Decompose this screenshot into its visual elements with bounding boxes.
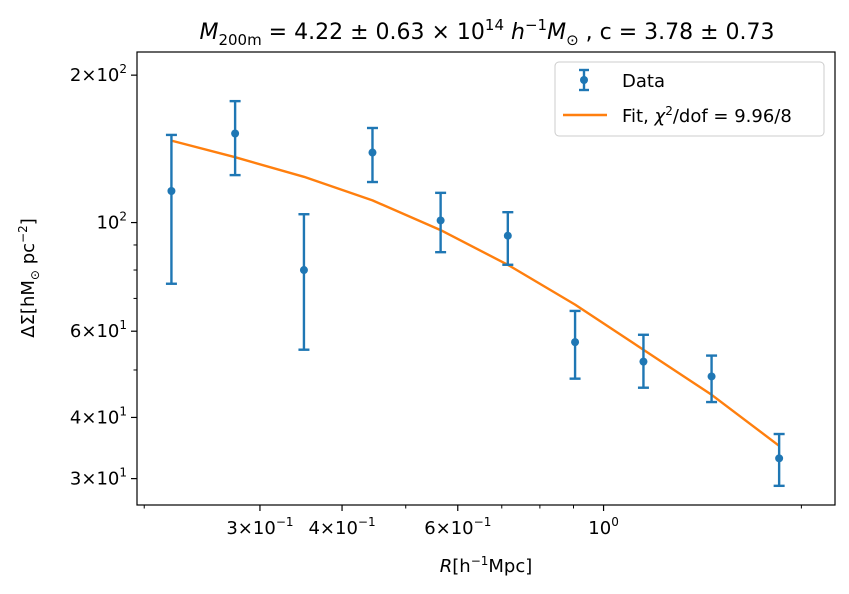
legend-data-label: Data [622,71,665,92]
fit-line [171,139,780,447]
data-point [165,133,177,285]
x-tick-exponent: −1 [358,515,376,529]
legend-fit-square: 2 [665,104,673,118]
x-tick-exponent: −1 [474,515,492,529]
x-tick-exponent: −1 [276,515,294,529]
legend-fit-chi: χ [654,106,667,127]
y-tick-label: 4×101 [70,404,127,428]
x-label-exponent: −1 [471,554,489,568]
y-label-subscript: ⊙ [28,270,42,280]
legend-data-marker [580,76,588,84]
y-label-pre: ΔΣ[hM [18,280,39,338]
title-msun-symbol: M [547,20,566,45]
y-tick-label: 102 [96,210,127,234]
data-point [298,213,310,351]
legend-fit-label: Fit, χ2/dof = 9.96/8 [622,104,792,127]
x-axis-ticks: 3×10−1 4×10−1 6×10−1 100 [143,505,802,539]
x-label-unit-pre: [h [452,556,470,577]
data-marker [571,338,580,347]
data-series [165,99,785,488]
title-concentration: , c = 3.78 ± 0.73 [579,20,775,45]
y-tick-mantissa: 4×10 [70,407,119,428]
plot-area [136,51,836,506]
x-tick-mantissa: 4×10 [308,518,357,539]
x-label-variable: R [440,556,453,577]
data-point [773,432,785,488]
data-point [637,333,649,389]
x-tick-mantissa: 10 [588,518,611,539]
y-label-exponent: −2 [16,225,30,243]
data-point [569,309,581,380]
legend-fit-pre: Fit, [622,106,655,127]
x-tick-mantissa: 3×10 [226,518,275,539]
legend-item-data: Data [579,68,665,92]
data-marker [231,129,240,138]
data-marker [707,372,716,381]
data-point [435,191,447,254]
y-tick-exponent: 2 [119,62,127,76]
y-tick-label: 6×101 [70,318,127,342]
data-point [706,354,718,404]
data-point [229,99,241,177]
title-exponent: 14 [485,16,504,34]
title-m-subscript: 200m [218,31,261,49]
x-tick-mantissa: 6×10 [424,518,473,539]
x-tick-label: 4×10−1 [308,515,375,539]
title-h-symbol: h [504,20,525,45]
title-m-symbol: M [199,20,218,45]
data-point [502,210,514,266]
y-tick-exponent: 1 [119,404,127,418]
data-marker [639,357,648,366]
y-label-unit: pc [18,243,39,270]
y-tick-exponent: 2 [119,210,127,224]
data-marker [167,186,176,195]
x-tick-exponent: 0 [611,515,619,529]
data-marker [299,266,308,275]
y-label-post: ] [18,218,39,225]
title-mass-value: = 4.22 ± 0.63 × 10 [262,20,485,45]
data-point [366,126,378,184]
x-label-unit-post: Mpc] [488,556,532,577]
data-marker [368,148,377,157]
chart-title: M200m = 4.22 ± 0.63 × 1014 h−1M⊙ , c = 3… [199,16,774,49]
title-h-exponent: −1 [525,16,547,34]
legend: Data Fit, χ2/dof = 9.96/8 [554,61,825,137]
x-tick-label: 100 [588,515,619,539]
x-axis-label: R[h−1Mpc] [440,554,533,577]
data-marker [436,216,445,225]
y-tick-mantissa: 6×10 [70,321,119,342]
data-marker [775,454,784,463]
y-tick-mantissa: 3×10 [70,469,119,490]
x-tick-label: 3×10−1 [226,515,293,539]
y-tick-mantissa: 2×10 [70,65,119,86]
data-marker [503,231,512,240]
legend-fit-post: /dof = 9.96/8 [673,106,792,127]
legend-item-fit: Fit, χ2/dof = 9.96/8 [563,104,792,127]
y-tick-label: 3×101 [70,466,127,490]
title-msun-subscript: ⊙ [566,31,579,49]
y-tick-exponent: 1 [119,318,127,332]
y-tick-exponent: 1 [119,466,127,480]
legend-box [554,61,825,137]
x-tick-label: 6×10−1 [424,515,491,539]
y-tick-mantissa: 10 [96,213,119,234]
y-tick-label: 2×102 [70,62,127,86]
y-axis-label: ΔΣ[hM⊙ pc−2] [16,218,42,338]
